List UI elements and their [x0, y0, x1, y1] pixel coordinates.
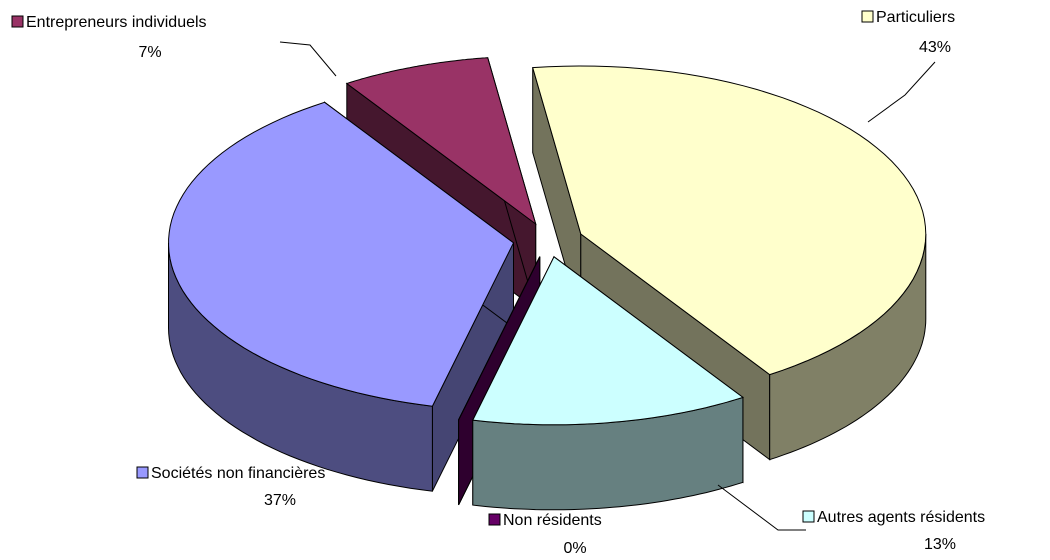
leader-line: [279, 41, 337, 77]
pie: [168, 57, 927, 511]
slice: [345, 57, 537, 226]
legend-swatch: [488, 513, 501, 526]
slice-label: Sociétés non financières: [151, 465, 325, 482]
value-label: 0%: [563, 540, 586, 557]
legend-swatch: [136, 466, 149, 479]
value-label: 37%: [264, 492, 296, 509]
slice-label: Non résidents: [503, 512, 602, 529]
value-label: 13%: [924, 536, 956, 553]
legend-swatch: [861, 10, 874, 23]
slice: [472, 256, 744, 426]
slice-label: Autres agents résidents: [817, 509, 985, 526]
legend-swatch: [802, 510, 815, 523]
slice: [458, 256, 541, 421]
slice-label: Entrepreneurs individuels: [26, 14, 207, 31]
labels: Particuliers 43% Autres agents résidents 13…: [11, 9, 985, 557]
slice: [168, 101, 515, 407]
legend-swatch: [11, 15, 24, 28]
slice: [532, 65, 927, 376]
slice-label: Particuliers: [876, 9, 955, 26]
leader-line: [867, 61, 936, 123]
value-label: 7%: [138, 44, 161, 61]
value-label: 43%: [919, 39, 951, 56]
leader-line: [717, 484, 806, 531]
